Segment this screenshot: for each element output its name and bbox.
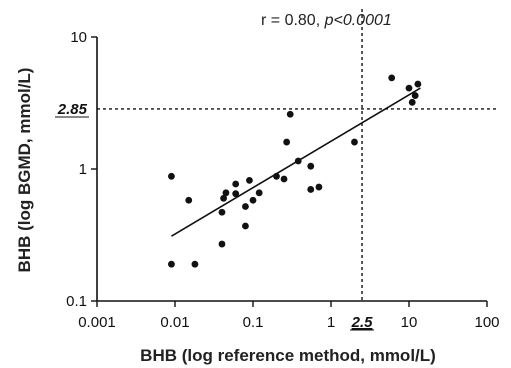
data-points — [168, 74, 422, 268]
y-tick-label: 1 — [79, 161, 87, 178]
y-tick-label: 10 — [70, 29, 87, 46]
data-point — [408, 98, 416, 106]
x-tick-label: 1 — [327, 314, 335, 331]
data-point — [249, 196, 257, 204]
data-point — [307, 186, 315, 193]
data-point — [232, 180, 240, 188]
data-point — [411, 92, 419, 99]
data-point — [222, 189, 230, 197]
correlation-r-text: r = 0.80, — [261, 12, 325, 29]
x-tick-label: 10 — [401, 314, 418, 331]
data-point — [255, 189, 263, 197]
data-point — [232, 190, 240, 198]
data-point — [242, 222, 249, 230]
data-point — [218, 240, 226, 248]
x-tick-label: 0.001 — [78, 314, 116, 331]
axis-labels: BHB (log reference method, mmol/L) BHB (… — [15, 68, 436, 365]
x-tick-label: 0.1 — [243, 314, 264, 331]
data-point — [283, 138, 291, 146]
data-point — [246, 176, 253, 184]
x-tick-label: 0.01 — [160, 314, 189, 331]
data-point — [168, 172, 175, 180]
data-point — [294, 157, 302, 165]
x-axis-label: BHB (log reference method, mmol/L) — [140, 346, 436, 365]
data-point — [307, 162, 315, 170]
reference-lines: 2.5 2.85 — [55, 9, 499, 331]
data-point — [351, 138, 358, 146]
data-point — [191, 260, 199, 268]
y-reference-label: 2.85 — [57, 101, 88, 118]
x-tick-label: 100 — [474, 314, 499, 331]
data-point — [218, 208, 226, 216]
data-point — [315, 183, 323, 191]
data-point — [168, 260, 175, 268]
p-value-text: p<0.0001 — [324, 12, 392, 29]
y-tick-label: 0.1 — [66, 293, 87, 310]
data-point — [280, 175, 288, 183]
y-axis-label: BHB (log BGMD, mmol/L) — [15, 68, 34, 273]
ticks: 0.001 0.01 0.1 1 10 100 0.1 1 10 — [66, 29, 499, 331]
data-point — [286, 110, 294, 118]
data-point — [185, 196, 193, 204]
data-point — [242, 203, 249, 210]
correlation-annotation: r = 0.80, p<0.0001 — [261, 12, 392, 29]
data-point — [388, 74, 396, 82]
axes — [96, 37, 487, 302]
data-point — [405, 84, 413, 92]
data-point — [220, 194, 228, 202]
data-point — [273, 172, 280, 180]
data-point — [414, 80, 422, 88]
x-reference-label: 2.5 — [351, 314, 374, 331]
